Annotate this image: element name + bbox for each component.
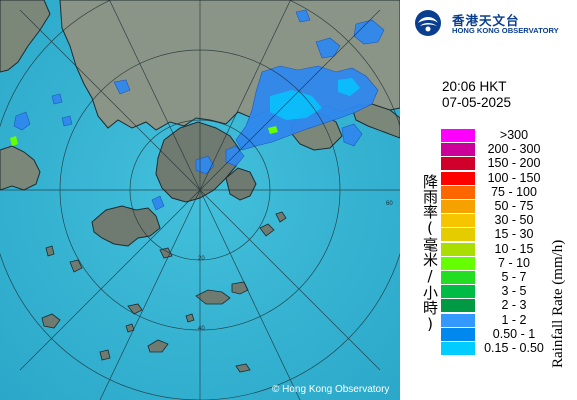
hko-logo-icon [415,10,441,36]
legend-title-en: Rainfall Rate (mm/h) [550,239,566,368]
radar-map: 20 40 60 © Hong Kong Observatory [0,0,400,400]
light-rain-echoes [270,78,360,120]
observation-date: 07-05-2025 [442,95,512,110]
legend-label: 200 - 300 [487,142,541,157]
range-label-40: 40 [198,326,205,332]
legend-label: 2 - 3 [501,298,527,313]
legend-swatch [441,285,475,299]
legend-label: 5 - 7 [501,270,527,284]
legend-swatch [441,242,475,256]
range-label-60: 60 [386,201,393,207]
legend-label: 3 - 5 [501,284,527,299]
legend-label: 30 - 50 [494,213,534,228]
logo-name-en: HONG KONG OBSERVATORY [452,26,559,35]
moderate-rain-echo-west [10,136,18,146]
range-rings [0,0,400,400]
legend-label: >300 [499,128,529,142]
legend-swatch [441,200,475,213]
legend-swatch [441,129,475,142]
outlying-islands [41,211,287,373]
legend-panel: 香港天文台 HONG KONG OBSERVATORY 20:06 HKT 07… [400,0,577,400]
legend-swatch [441,256,475,270]
legend-label: 150 - 200 [487,156,541,171]
legend-swatch [441,342,475,355]
legend-label: 75 - 100 [491,184,537,199]
range-label-20: 20 [198,256,205,262]
logo-name-zh: 香港天文台 [452,14,520,28]
legend-swatch [441,313,475,327]
legend-swatch [441,171,475,185]
legend-label: 0.50 - 1 [492,326,536,341]
legend-label: 0.15 - 0.50 [484,341,544,355]
legend-swatch [441,143,475,157]
legend-swatch [441,185,475,199]
legend-label: 100 - 150 [487,170,541,185]
legend-label: 10 - 15 [494,241,534,256]
moderate-rain-echo [268,126,278,134]
observation-time: 20:06 HKT [442,79,507,94]
legend-swatch [441,327,475,341]
legend-label: 50 - 75 [494,199,534,213]
western-land [0,0,51,73]
eastern-coast [351,103,400,139]
lantau-island [91,205,161,247]
legend-swatch [441,228,475,242]
legend-title-zh: 降雨率(毫米/小時) [421,174,439,333]
legend-label: 15 - 30 [494,227,534,242]
legend-swatch [441,157,475,171]
legend-label: 1 - 2 [501,312,527,327]
copyright-notice: © Hong Kong Observatory [272,384,390,395]
legend-swatch [441,299,475,313]
radar-map-svg: 20 40 60 [0,0,400,400]
legend-swatch [441,271,475,284]
legend-label: 7 - 10 [498,255,530,270]
west-peninsula [0,145,41,191]
hko-logo: 香港天文台 HONG KONG OBSERVATORY [414,9,574,37]
legend-swatch [441,214,475,228]
